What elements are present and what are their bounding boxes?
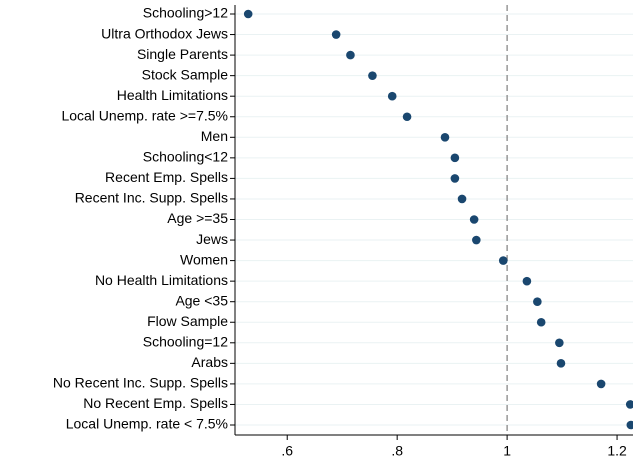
dot — [555, 338, 564, 348]
y-tick-label: Health Limitations — [117, 87, 228, 103]
y-tick-label: No Recent Emp. Spells — [83, 395, 228, 411]
dot — [346, 50, 355, 60]
y-tick-label: Men — [201, 128, 228, 144]
dot — [626, 420, 633, 430]
dot — [387, 91, 397, 101]
y-tick-label: No Recent Inc. Supp. Spells — [53, 375, 228, 391]
y-tick-label: Arabs — [191, 354, 228, 370]
dot — [469, 215, 479, 224]
dot — [596, 379, 606, 389]
dot — [457, 194, 467, 204]
dot — [450, 153, 460, 163]
y-tick-label: Local Unemp. rate < 7.5% — [66, 416, 228, 432]
dot — [533, 297, 542, 307]
dot — [440, 133, 450, 142]
dot — [243, 9, 253, 19]
dot — [522, 276, 532, 286]
x-tick-label: 1 — [503, 443, 511, 459]
y-tick-label: Recent Inc. Supp. Spells — [75, 190, 228, 206]
dot — [402, 112, 412, 122]
dot — [472, 235, 481, 245]
y-tick-label: Ultra Orthodox Jews — [101, 25, 228, 41]
x-tick-label: 1.2 — [607, 443, 627, 459]
dot — [556, 359, 566, 368]
y-tick-label: Age >=35 — [167, 210, 228, 226]
dot — [536, 317, 546, 327]
y-tick-label: Jews — [196, 231, 228, 247]
dot — [498, 256, 508, 265]
y-tick-label: Local Unemp. rate >=7.5% — [61, 107, 228, 123]
y-tick-label: Schooling=12 — [143, 334, 228, 350]
y-tick-label: No Health Limitations — [95, 272, 228, 288]
dot — [450, 174, 460, 183]
y-tick-label: Schooling<12 — [143, 149, 228, 165]
y-tick-label: Flow Sample — [147, 313, 228, 329]
y-tick-label: Women — [180, 251, 228, 267]
dot — [331, 30, 341, 39]
x-tick-label: .8 — [391, 443, 403, 459]
x-tick-label: .6 — [281, 443, 293, 459]
y-tick-label: Stock Sample — [142, 66, 229, 82]
y-tick-label: Recent Emp. Spells — [105, 169, 228, 185]
y-tick-label: Age <35 — [175, 292, 228, 308]
dot — [625, 400, 633, 409]
dot — [368, 71, 377, 80]
y-tick-label: Single Parents — [137, 46, 228, 62]
y-tick-label: Schooling>12 — [143, 5, 228, 21]
